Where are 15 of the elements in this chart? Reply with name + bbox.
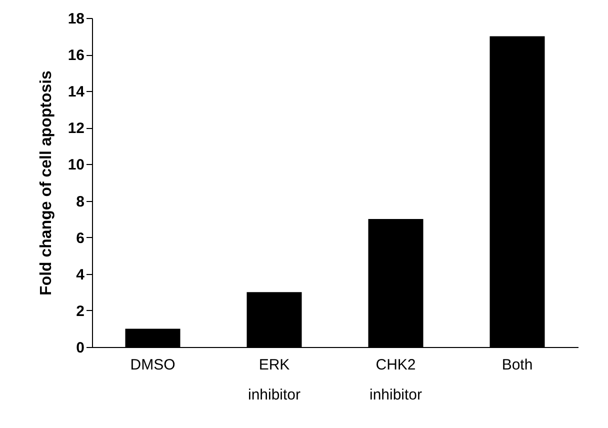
x-tick-label: DMSO (130, 356, 176, 374)
y-tick-label: 6 (76, 230, 84, 247)
y-tick-label: 8 (76, 193, 84, 210)
x-tick-label: Both (502, 356, 533, 374)
y-tick-label: 18 (68, 10, 84, 28)
y-tick-label: 0 (76, 340, 84, 356)
y-tick-label: 4 (76, 266, 86, 284)
y-tick-label: 16 (68, 47, 84, 64)
y-tick-label: 12 (68, 120, 84, 138)
x-tick-label: CHK2 inhibitor (369, 356, 422, 404)
y-tick-label: 14 (68, 84, 86, 101)
y-axis-title: Fold change of cell apoptosis (38, 70, 55, 296)
y-tick-label: 2 (76, 302, 84, 320)
y-tick-label: 10 (68, 156, 84, 174)
x-tick-label: ERK inhibitor (248, 356, 301, 404)
